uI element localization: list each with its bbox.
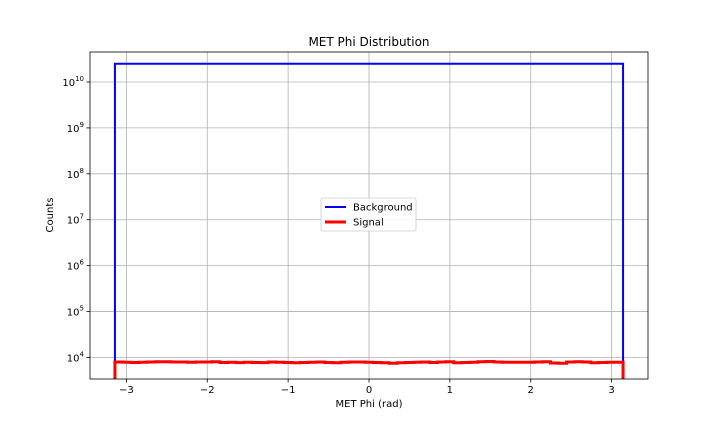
legend: Background Signal	[320, 197, 417, 232]
y-tick-label: 109	[67, 121, 84, 135]
y-axis: 104 105 106 107 108 109 1010	[62, 75, 90, 364]
series-layer	[113, 62, 625, 379]
y-tick-label: 1010	[62, 75, 84, 89]
y-tick-label: 105	[67, 305, 84, 319]
x-tick-label: 2	[528, 385, 534, 396]
legend-label-background: Background	[353, 203, 413, 214]
x-tick-label: −1	[281, 385, 296, 396]
series-signal-step	[113, 359, 625, 379]
y-axis-label: Counts	[45, 198, 56, 233]
x-tick-label: 1	[447, 385, 453, 396]
series-background-step	[113, 62, 625, 379]
y-tick-label: 107	[67, 213, 84, 227]
x-tick-label: 0	[366, 385, 372, 396]
x-tick-label: −2	[200, 385, 215, 396]
legend-label-signal: Signal	[353, 218, 384, 229]
y-tick-label: 106	[67, 259, 85, 273]
x-axis-label: MET Phi (rad)	[336, 399, 403, 410]
x-axis: −3 −2 −1 0 1 2 3	[119, 379, 615, 396]
y-tick-label: 108	[67, 167, 84, 181]
x-tick-label: −3	[119, 385, 134, 396]
y-tick-label: 104	[67, 350, 85, 364]
chart-title: MET Phi Distribution	[308, 35, 429, 49]
x-tick-label: 3	[608, 385, 614, 396]
